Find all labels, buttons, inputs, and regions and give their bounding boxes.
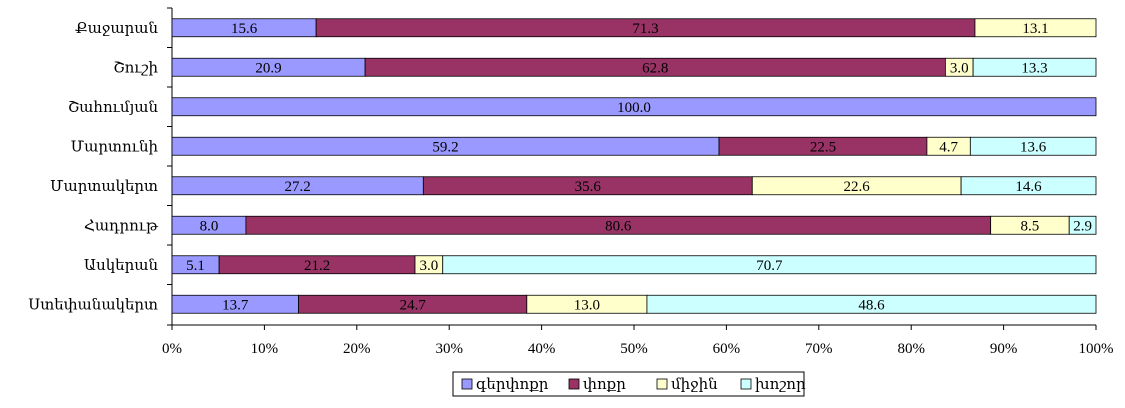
x-tick-label: 90%: [990, 341, 1018, 357]
x-tick-label: 50%: [620, 341, 648, 357]
category-label: Շահումյան: [68, 100, 159, 116]
data-label: 13.0: [574, 297, 600, 313]
data-label: 71.3: [632, 21, 658, 37]
x-tick-label: 30%: [435, 341, 463, 357]
data-label: 2.9: [1073, 218, 1092, 234]
data-label: 22.5: [810, 139, 836, 155]
legend-label: փոքր: [583, 377, 626, 393]
legend-swatch: [656, 378, 668, 390]
data-label: 13.6: [1020, 139, 1047, 155]
data-label: 27.2: [285, 179, 311, 195]
data-label: 59.2: [432, 139, 458, 155]
category-label: Մարտունի: [71, 139, 159, 155]
data-label: 8.5: [1021, 218, 1040, 234]
data-label: 62.8: [642, 60, 668, 76]
legend-label: միջին: [671, 377, 718, 393]
data-label: 13.3: [1021, 60, 1047, 76]
category-label: Հադրութ: [84, 218, 159, 234]
data-label: 35.6: [575, 179, 602, 195]
data-label: 20.9: [255, 60, 281, 76]
data-label: 3.0: [950, 60, 969, 76]
legend-label: խոշոր: [755, 377, 806, 393]
legend-swatch: [461, 378, 473, 390]
x-tick-label: 80%: [897, 341, 925, 357]
data-label: 70.7: [756, 258, 783, 274]
x-tick-label: 10%: [251, 341, 279, 357]
bar-segment: [969, 136, 1097, 156]
category-label: Ասկերան: [84, 258, 159, 274]
data-label: 48.6: [858, 297, 885, 313]
data-label: 15.6: [231, 21, 258, 37]
bar-segment: [1068, 215, 1097, 235]
data-label: 80.6: [605, 218, 632, 234]
bar-segment: [960, 176, 1097, 196]
legend-swatch: [568, 378, 580, 390]
x-tick-label: 40%: [528, 341, 556, 357]
data-label: 13.7: [222, 297, 249, 313]
category-label: Ստեփանակերտ: [28, 297, 158, 313]
data-label: 24.7: [400, 297, 427, 313]
x-tick-label: 60%: [713, 341, 741, 357]
data-label: 4.7: [939, 139, 958, 155]
bar-segment: [974, 18, 1097, 38]
x-tick-label: 70%: [805, 341, 833, 357]
category-label: Շուշի: [113, 60, 158, 76]
category-label: Քաջարան: [75, 21, 158, 37]
x-tick-label: 20%: [343, 341, 371, 357]
x-tick-label: 0%: [162, 341, 182, 357]
bar-segment: [171, 97, 1097, 117]
data-label: 8.0: [200, 218, 219, 234]
data-label: 100.0: [617, 100, 651, 116]
x-tick-label: 100%: [1079, 341, 1114, 357]
bar-segment: [442, 255, 1097, 275]
legend-label: գերփոքր: [476, 377, 549, 393]
bar-segment: [646, 294, 1097, 314]
data-label: 13.1: [1022, 21, 1048, 37]
data-label: 22.6: [844, 179, 871, 195]
data-label: 3.0: [419, 258, 438, 274]
data-label: 14.6: [1015, 179, 1042, 195]
data-label: 5.1: [186, 258, 205, 274]
legend-swatch: [740, 378, 752, 390]
bar-segment: [972, 57, 1097, 77]
data-label: 21.2: [304, 258, 330, 274]
category-label: Մարտակերտ: [50, 179, 158, 195]
